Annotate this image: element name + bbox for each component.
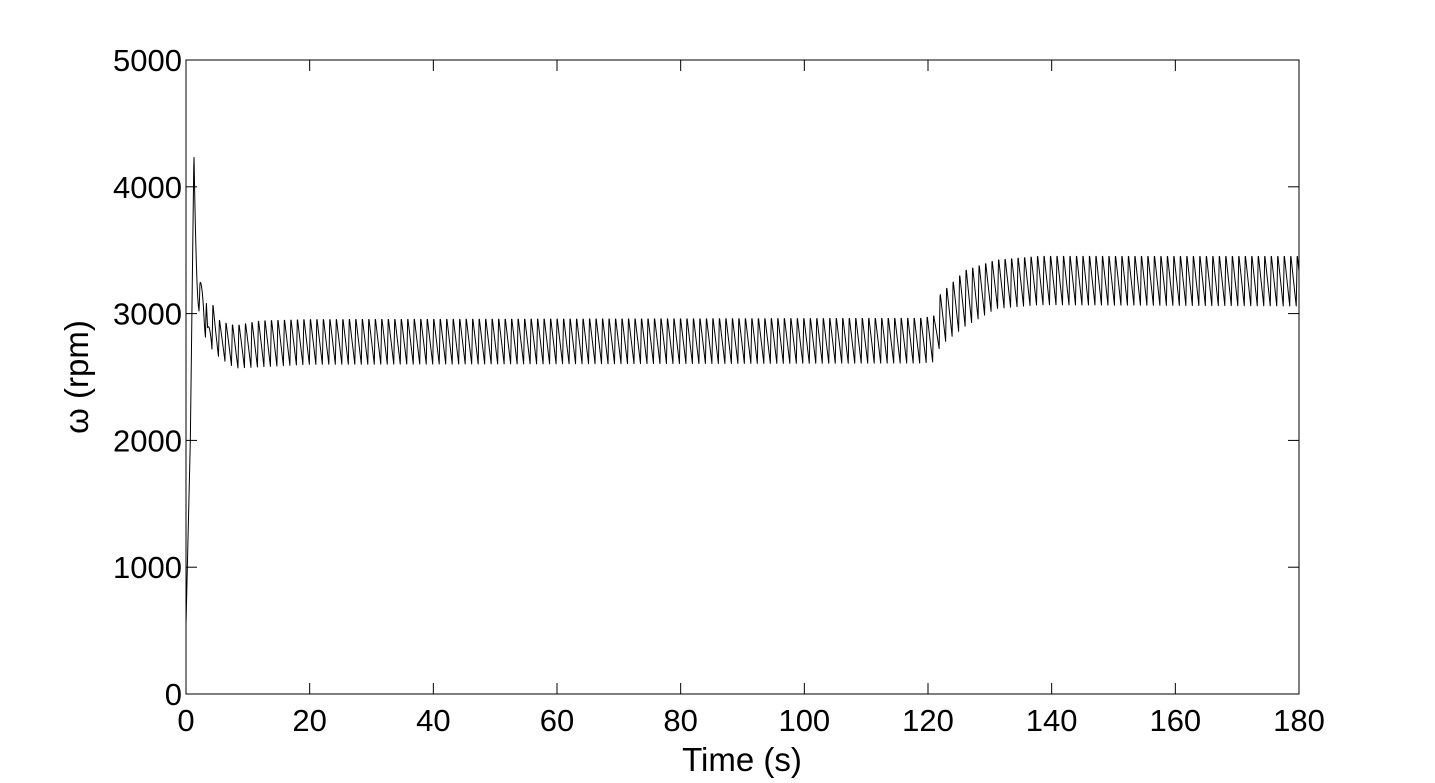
plot-frame [185,59,1300,695]
x-tick-label: 40 [416,703,450,738]
series-line-0 [186,157,1299,625]
y-tick-label: 1000 [113,550,182,585]
x-tick-label: 100 [778,703,830,738]
y-tick-label: 3000 [113,297,182,332]
y-axis-label: ω (rpm) [58,320,95,434]
x-tick-label: 140 [1026,703,1078,738]
y-tick-label: 2000 [113,423,182,458]
y-tick-label: 4000 [113,170,182,205]
x-tick-label: 80 [663,703,697,738]
x-tick-label: 180 [1273,703,1325,738]
y-tick-label: 5000 [113,43,182,78]
x-tick-label: 20 [292,703,326,738]
x-tick-label: 0 [177,703,194,738]
x-tick-label: 60 [540,703,574,738]
x-axis-label: Time (s) [682,741,802,778]
x-tick-label: 160 [1149,703,1201,738]
x-tick-label: 120 [902,703,954,738]
y-tick-label: 0 [165,677,182,712]
